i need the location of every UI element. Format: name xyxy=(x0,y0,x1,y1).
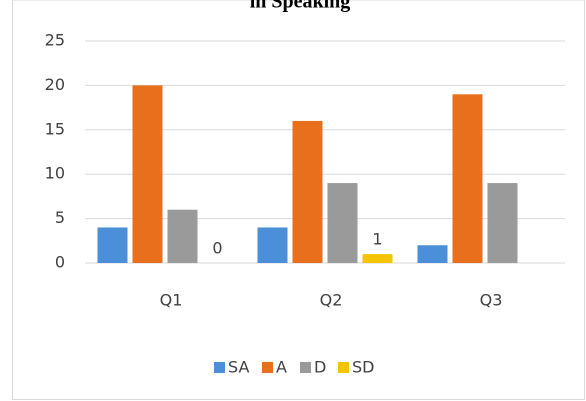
bar xyxy=(132,85,163,264)
legend-swatch xyxy=(338,362,349,373)
legend-label: SA xyxy=(228,358,249,377)
bar xyxy=(257,227,288,263)
x-tick-label: Q2 xyxy=(320,291,343,310)
legend-label: SD xyxy=(352,358,374,377)
legend-label: D xyxy=(314,358,326,377)
y-tick-label: 5 xyxy=(55,208,65,227)
bar xyxy=(487,183,518,263)
chart-title: in Speaking xyxy=(250,0,351,13)
legend-label: A xyxy=(276,358,287,377)
legend-swatch xyxy=(300,362,311,373)
bar xyxy=(327,183,358,263)
data-label: 1 xyxy=(372,230,382,249)
bar xyxy=(417,245,448,263)
bar xyxy=(97,227,128,263)
x-tick-label: Q3 xyxy=(480,291,503,310)
x-tick-label: Q1 xyxy=(160,291,183,310)
bar xyxy=(167,209,198,263)
legend-swatch xyxy=(214,362,225,373)
bar xyxy=(362,254,393,263)
y-tick-label: 25 xyxy=(45,31,65,50)
y-tick-label: 0 xyxy=(55,253,65,272)
y-tick-label: 15 xyxy=(45,119,65,138)
bar xyxy=(452,94,483,263)
y-tick-label: 20 xyxy=(45,75,65,94)
bar xyxy=(292,120,323,263)
y-tick-label: 10 xyxy=(45,164,65,183)
data-label: 0 xyxy=(212,239,222,258)
legend-swatch xyxy=(262,362,273,373)
